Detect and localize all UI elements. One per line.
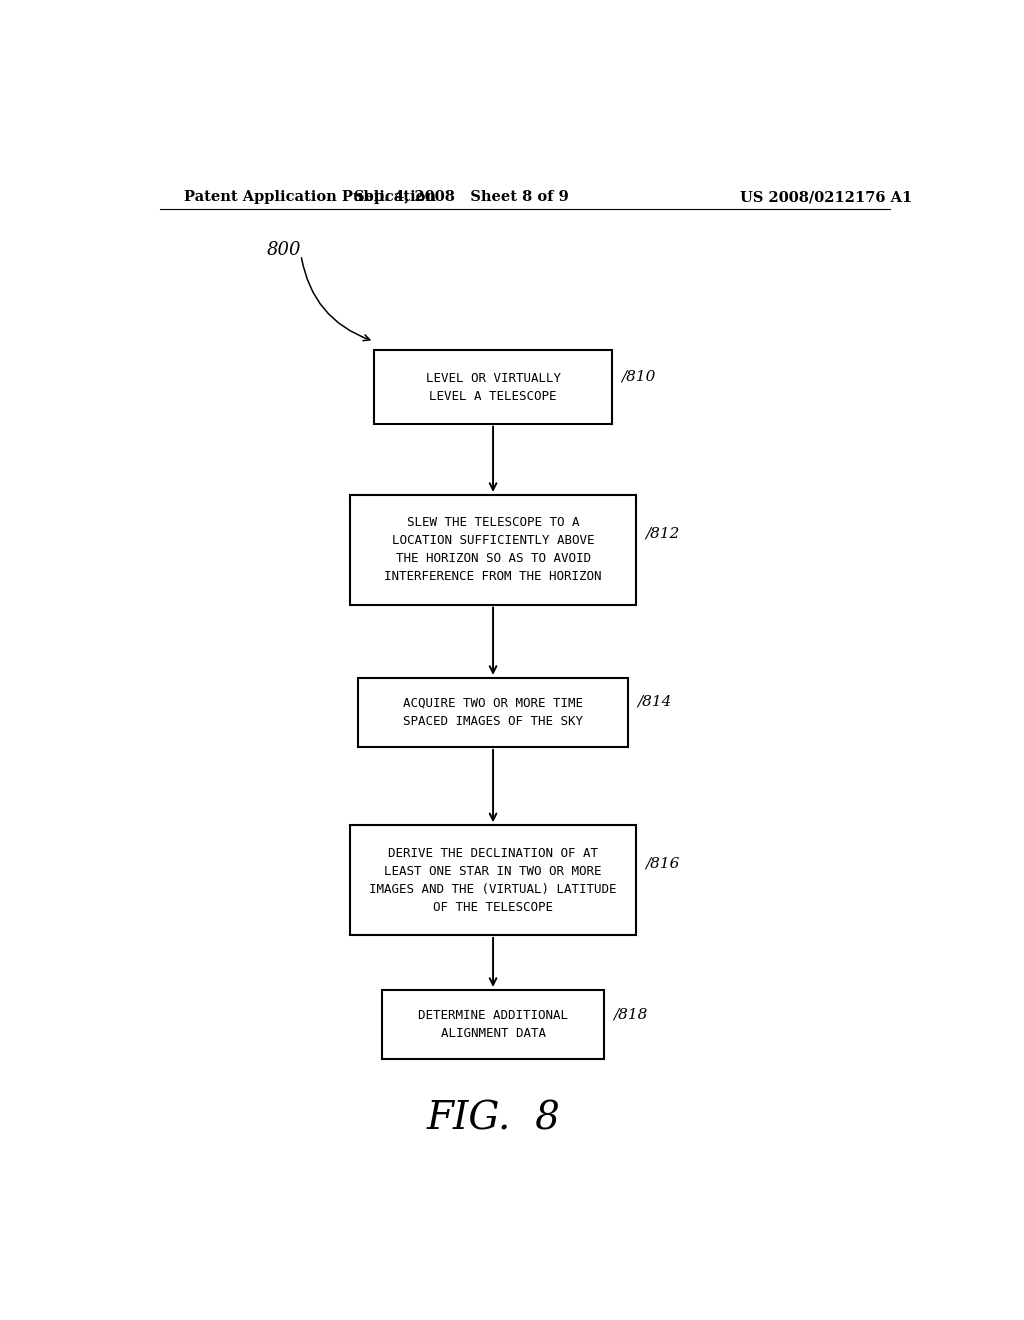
- Text: /810: /810: [622, 370, 656, 383]
- Text: DETERMINE ADDITIONAL
ALIGNMENT DATA: DETERMINE ADDITIONAL ALIGNMENT DATA: [418, 1008, 568, 1040]
- Text: /818: /818: [613, 1007, 648, 1020]
- Text: ACQUIRE TWO OR MORE TIME
SPACED IMAGES OF THE SKY: ACQUIRE TWO OR MORE TIME SPACED IMAGES O…: [403, 697, 583, 727]
- FancyBboxPatch shape: [350, 495, 636, 605]
- FancyBboxPatch shape: [358, 677, 628, 747]
- Text: Sep. 4, 2008   Sheet 8 of 9: Sep. 4, 2008 Sheet 8 of 9: [354, 190, 568, 205]
- FancyArrowPatch shape: [301, 257, 370, 341]
- Text: Patent Application Publication: Patent Application Publication: [183, 190, 435, 205]
- Text: /812: /812: [645, 527, 680, 540]
- FancyBboxPatch shape: [382, 990, 604, 1059]
- Text: LEVEL OR VIRTUALLY
LEVEL A TELESCOPE: LEVEL OR VIRTUALLY LEVEL A TELESCOPE: [426, 372, 560, 403]
- FancyBboxPatch shape: [374, 351, 612, 424]
- Text: /814: /814: [638, 694, 672, 709]
- Text: DERIVE THE DECLINATION OF AT
LEAST ONE STAR IN TWO OR MORE
IMAGES AND THE (VIRTU: DERIVE THE DECLINATION OF AT LEAST ONE S…: [370, 846, 616, 913]
- FancyBboxPatch shape: [350, 825, 636, 935]
- Text: 800: 800: [267, 240, 301, 259]
- Text: US 2008/0212176 A1: US 2008/0212176 A1: [740, 190, 912, 205]
- Text: SLEW THE TELESCOPE TO A
LOCATION SUFFICIENTLY ABOVE
THE HORIZON SO AS TO AVOID
I: SLEW THE TELESCOPE TO A LOCATION SUFFICI…: [384, 516, 602, 583]
- Text: FIG.  8: FIG. 8: [426, 1101, 560, 1138]
- Text: /816: /816: [645, 857, 680, 871]
